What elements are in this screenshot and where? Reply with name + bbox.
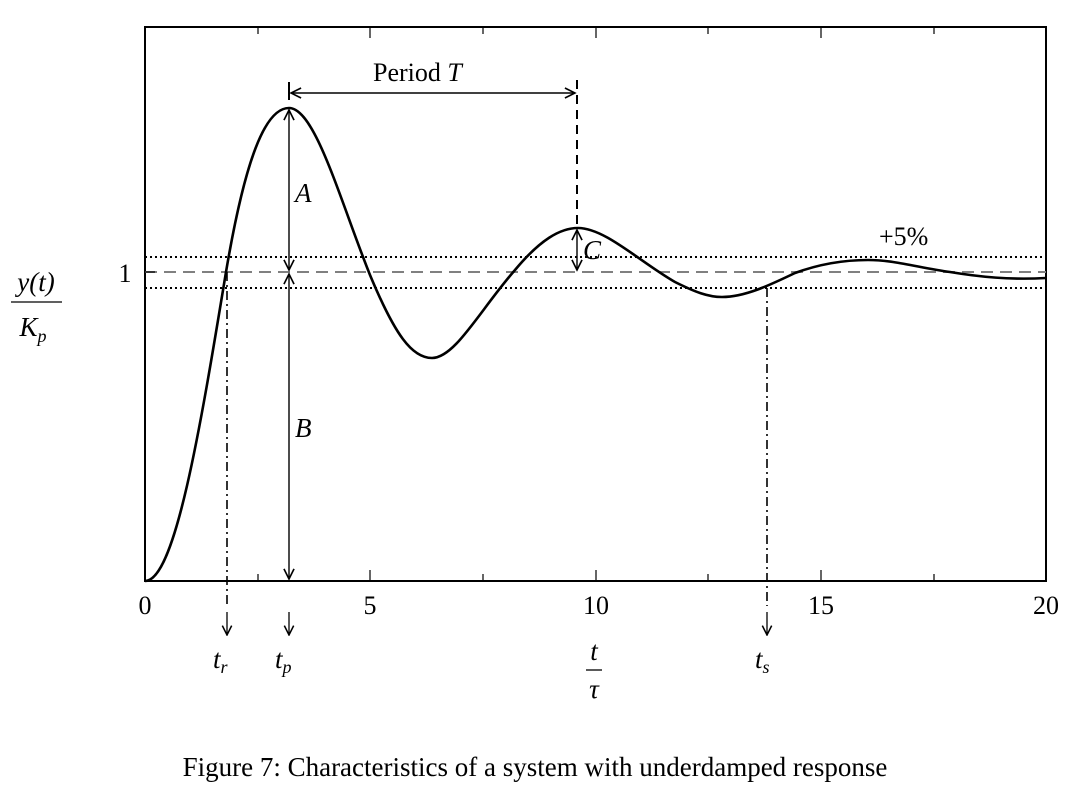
y-axis-label: y(t) Kp	[11, 267, 62, 346]
label-c: C	[583, 235, 602, 265]
svg-text:τ: τ	[589, 674, 600, 704]
period-label: Period T	[373, 58, 463, 87]
svg-text:y(t): y(t)	[14, 267, 54, 297]
settling-time-label: ts	[755, 644, 770, 677]
svg-text:5: 5	[364, 591, 377, 620]
svg-text:10: 10	[583, 591, 609, 620]
x-axis-label: t τ	[586, 636, 602, 704]
time-markers	[227, 612, 767, 635]
label-b: B	[295, 413, 312, 443]
figure-caption: Figure 7: Characteristics of a system wi…	[183, 752, 888, 782]
y-tick-label-1: 1	[119, 259, 132, 288]
rise-time-label: tr	[213, 644, 229, 677]
svg-text:Kp: Kp	[18, 312, 46, 346]
response-curve	[144, 106, 1047, 583]
x-tick-labels: 0 5 10 15 20	[139, 591, 1060, 620]
svg-text:t: t	[590, 636, 599, 666]
band-label: +5%	[879, 222, 928, 251]
svg-text:15: 15	[808, 591, 834, 620]
svg-text:0: 0	[139, 591, 152, 620]
label-a: A	[293, 178, 312, 208]
svg-text:20: 20	[1033, 591, 1059, 620]
peak-time-label: tp	[275, 644, 292, 677]
x-ticks	[257, 27, 935, 581]
